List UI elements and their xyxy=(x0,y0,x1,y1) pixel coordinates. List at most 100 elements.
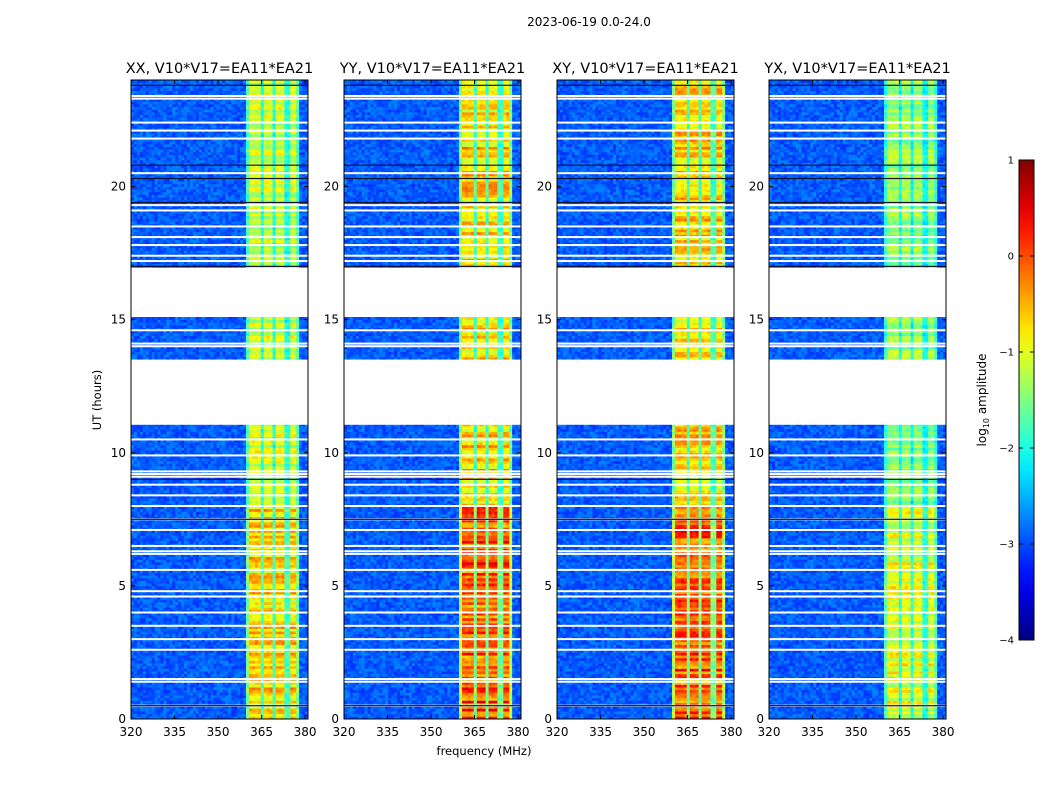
dark-line xyxy=(131,266,308,267)
flag-line xyxy=(557,454,734,456)
flag-line xyxy=(557,438,734,440)
flag-line xyxy=(557,545,734,547)
flag-line xyxy=(769,625,946,627)
flag-line xyxy=(557,638,734,640)
colorbar-label: log10 amplitude xyxy=(975,354,991,447)
flag-line xyxy=(131,260,308,262)
y-tick-label: 5 xyxy=(756,579,764,593)
flag-line xyxy=(769,329,946,331)
flag-line xyxy=(131,553,308,555)
flag-line xyxy=(557,343,734,345)
dark-line xyxy=(769,85,946,86)
y-tick-label: 5 xyxy=(331,579,339,593)
colorbar-tick-label: 0 xyxy=(1008,252,1014,263)
x-tick-label: 350 xyxy=(845,725,868,739)
x-tick-label: 335 xyxy=(163,725,186,739)
flag-line xyxy=(557,505,734,507)
no-data-region xyxy=(344,268,521,317)
dark-line xyxy=(344,266,521,267)
flag-line xyxy=(344,545,521,547)
flag-line xyxy=(131,494,308,496)
flag-line xyxy=(769,204,946,206)
flag-line xyxy=(557,678,734,680)
flag-line xyxy=(131,345,308,347)
flag-line xyxy=(557,98,734,100)
flag-line xyxy=(769,470,946,472)
panel-title-4: YX, V10*V17=EA11*EA21 xyxy=(763,61,950,77)
dark-line xyxy=(769,479,946,480)
flag-line xyxy=(131,98,308,100)
x-tick-label: 380 xyxy=(720,725,743,739)
y-tick-label: 0 xyxy=(331,712,339,726)
flag-line xyxy=(344,529,521,531)
flag-line xyxy=(131,236,308,238)
dark-line xyxy=(131,479,308,480)
flag-line xyxy=(344,122,521,124)
flag-line xyxy=(131,545,308,547)
x-tick-label: 335 xyxy=(376,725,399,739)
x-tick-label: 350 xyxy=(633,725,656,739)
flag-line xyxy=(131,255,308,257)
flag-line xyxy=(557,95,734,97)
flag-line xyxy=(344,225,521,227)
y-tick-label: 5 xyxy=(118,579,126,593)
dark-line xyxy=(769,705,946,706)
flag-line xyxy=(344,244,521,246)
flag-line xyxy=(557,470,734,472)
flag-line xyxy=(769,225,946,227)
flag-line xyxy=(557,209,734,211)
dark-line xyxy=(557,266,734,267)
flag-line xyxy=(557,681,734,683)
flag-line xyxy=(131,505,308,507)
flag-line xyxy=(769,130,946,132)
flag-line xyxy=(131,484,308,486)
flag-line xyxy=(344,345,521,347)
flag-line xyxy=(344,569,521,571)
flag-line xyxy=(131,130,308,132)
flag-line xyxy=(344,649,521,651)
y-tick-label: 20 xyxy=(111,180,126,194)
dark-line xyxy=(769,266,946,267)
flag-line xyxy=(131,470,308,472)
flag-line xyxy=(769,638,946,640)
flag-line xyxy=(344,255,521,257)
flag-line xyxy=(131,596,308,598)
flag-line xyxy=(131,678,308,680)
flag-line xyxy=(344,494,521,496)
dark-line xyxy=(344,178,521,179)
flag-line xyxy=(557,529,734,531)
figure-suptitle: 2023-06-19 0.0-24.0 xyxy=(527,15,651,29)
flag-line xyxy=(557,625,734,627)
flag-line xyxy=(557,122,734,124)
x-tick-label: 380 xyxy=(294,725,317,739)
flag-line xyxy=(131,649,308,651)
flag-line xyxy=(769,260,946,262)
flag-line xyxy=(131,209,308,211)
flag-line xyxy=(557,612,734,614)
x-tick-label: 335 xyxy=(801,725,824,739)
flag-line xyxy=(769,343,946,345)
flag-line xyxy=(131,625,308,627)
flag-line xyxy=(344,95,521,97)
colorbar-gradient xyxy=(1019,160,1034,640)
flag-line xyxy=(557,260,734,262)
x-tick-label: 365 xyxy=(888,725,911,739)
dark-line xyxy=(131,85,308,86)
flag-line xyxy=(344,590,521,592)
flag-line xyxy=(557,596,734,598)
flag-line xyxy=(769,172,946,174)
y-tick-label: 0 xyxy=(756,712,764,726)
y-tick-label: 15 xyxy=(537,313,552,327)
panel-title-3: XY, V10*V17=EA11*EA21 xyxy=(552,61,738,77)
flag-line xyxy=(344,172,521,174)
x-tick-label: 320 xyxy=(546,725,569,739)
y-tick-label: 10 xyxy=(111,446,126,460)
flag-line xyxy=(131,550,308,552)
x-tick-label: 365 xyxy=(676,725,699,739)
no-data-region xyxy=(557,360,734,425)
no-data-region xyxy=(131,360,308,425)
colorbar-tick-label: −2 xyxy=(999,444,1014,455)
